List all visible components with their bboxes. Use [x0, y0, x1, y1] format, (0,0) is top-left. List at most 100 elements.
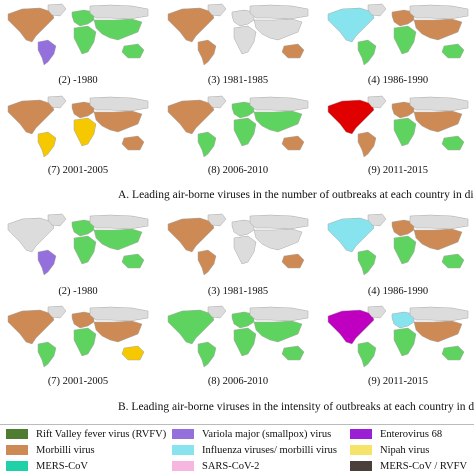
legend-swatch — [6, 429, 28, 439]
region-eu — [391, 311, 415, 329]
region-ru — [249, 306, 309, 322]
region-af — [233, 25, 257, 55]
region-na — [167, 309, 215, 345]
region-ru — [409, 306, 469, 322]
region-eu — [71, 9, 95, 27]
legend-item-sars: SARS-CoV-2 — [172, 460, 259, 472]
world-map-b3 — [167, 213, 309, 276]
region-as — [93, 320, 143, 343]
region-gl — [47, 3, 67, 17]
region-eu — [391, 9, 415, 27]
region-sa — [37, 39, 57, 66]
region-as — [253, 18, 303, 41]
region-as — [413, 18, 463, 41]
legend-swatch — [6, 445, 28, 455]
region-af — [233, 327, 257, 357]
caption-b2: (2) -1980 — [58, 286, 98, 297]
region-ru — [89, 96, 149, 112]
region-eu — [391, 101, 415, 119]
legend-label: Influenza viruses/ morbilli virus — [202, 444, 338, 456]
caption-a3: (3) 1981-1985 — [207, 75, 269, 86]
caption-a2: (2) -1980 — [58, 75, 98, 86]
region-gl — [207, 3, 227, 17]
region-na — [7, 7, 55, 43]
region-sa — [37, 249, 57, 276]
caption-a8: (8) 2006-2010 — [207, 165, 269, 176]
region-ru — [249, 214, 309, 230]
region-au — [441, 345, 465, 361]
region-ru — [249, 4, 309, 20]
legend-item-influenza: Influenza viruses/ morbilli virus — [172, 444, 337, 456]
region-gl — [47, 213, 67, 227]
map-b3 — [162, 212, 314, 276]
legend-item-mers: MERS-CoV — [6, 460, 88, 472]
region-sa — [37, 131, 57, 158]
region-na — [167, 217, 215, 253]
legend-label: MERS-CoV — [36, 460, 88, 472]
region-sa — [357, 249, 377, 276]
region-gl — [367, 305, 387, 319]
region-na — [327, 99, 375, 135]
region-eu — [231, 101, 255, 119]
section-b-title: B. Leading air-borne viruses in the inte… — [118, 401, 474, 413]
map-a9 — [322, 94, 474, 158]
legend-item-morbilli: Morbilli virus — [6, 444, 95, 456]
region-au — [121, 253, 145, 269]
legend-item-enterovirus: Enterovirus 68 — [350, 428, 442, 440]
region-au — [281, 253, 305, 269]
region-au — [121, 345, 145, 361]
legend-divider — [0, 424, 474, 425]
region-sa — [357, 341, 377, 368]
region-gl — [367, 3, 387, 17]
region-au — [121, 135, 145, 151]
region-af — [73, 25, 97, 55]
legend-item-nipah: Nipah virus — [350, 444, 429, 456]
region-au — [441, 43, 465, 59]
region-sa — [37, 341, 57, 368]
region-ru — [89, 214, 149, 230]
caption-b7: (7) 2001-2005 — [47, 376, 109, 387]
legend-label: SARS-CoV-2 — [202, 460, 260, 472]
legend-label: Enterovirus 68 — [380, 428, 443, 440]
region-au — [281, 135, 305, 151]
world-map-b8 — [167, 305, 309, 368]
region-gl — [207, 213, 227, 227]
legend-label: Variola major (smallpox) virus — [202, 428, 332, 440]
region-gl — [207, 305, 227, 319]
region-af — [393, 235, 417, 265]
region-sa — [197, 341, 217, 368]
region-as — [93, 110, 143, 133]
region-as — [413, 110, 463, 133]
region-as — [253, 320, 303, 343]
map-b9 — [322, 304, 474, 368]
map-a2 — [2, 2, 154, 66]
legend-swatch — [350, 429, 372, 439]
world-map-a9 — [327, 95, 469, 158]
legend-item-variola: Variola major (smallpox) virus — [172, 428, 331, 440]
region-ru — [89, 4, 149, 20]
legend-swatch — [350, 445, 372, 455]
region-sa — [357, 39, 377, 66]
caption-a7: (7) 2001-2005 — [47, 165, 109, 176]
region-au — [281, 345, 305, 361]
legend-swatch — [350, 461, 372, 471]
region-eu — [231, 311, 255, 329]
region-eu — [71, 219, 95, 237]
map-a3 — [162, 2, 314, 66]
region-af — [73, 327, 97, 357]
region-eu — [231, 219, 255, 237]
world-map-a4 — [327, 3, 469, 66]
world-map-b7 — [7, 305, 149, 368]
region-na — [167, 99, 215, 135]
region-gl — [367, 213, 387, 227]
region-ru — [249, 96, 309, 112]
map-b2 — [2, 212, 154, 276]
region-ru — [89, 306, 149, 322]
map-b7 — [2, 304, 154, 368]
region-as — [93, 18, 143, 41]
region-af — [73, 117, 97, 147]
legend-label: MERS-CoV / RVFV — [380, 460, 468, 472]
region-na — [7, 217, 55, 253]
caption-a4: (4) 1986-1990 — [367, 75, 429, 86]
map-a7 — [2, 94, 154, 158]
